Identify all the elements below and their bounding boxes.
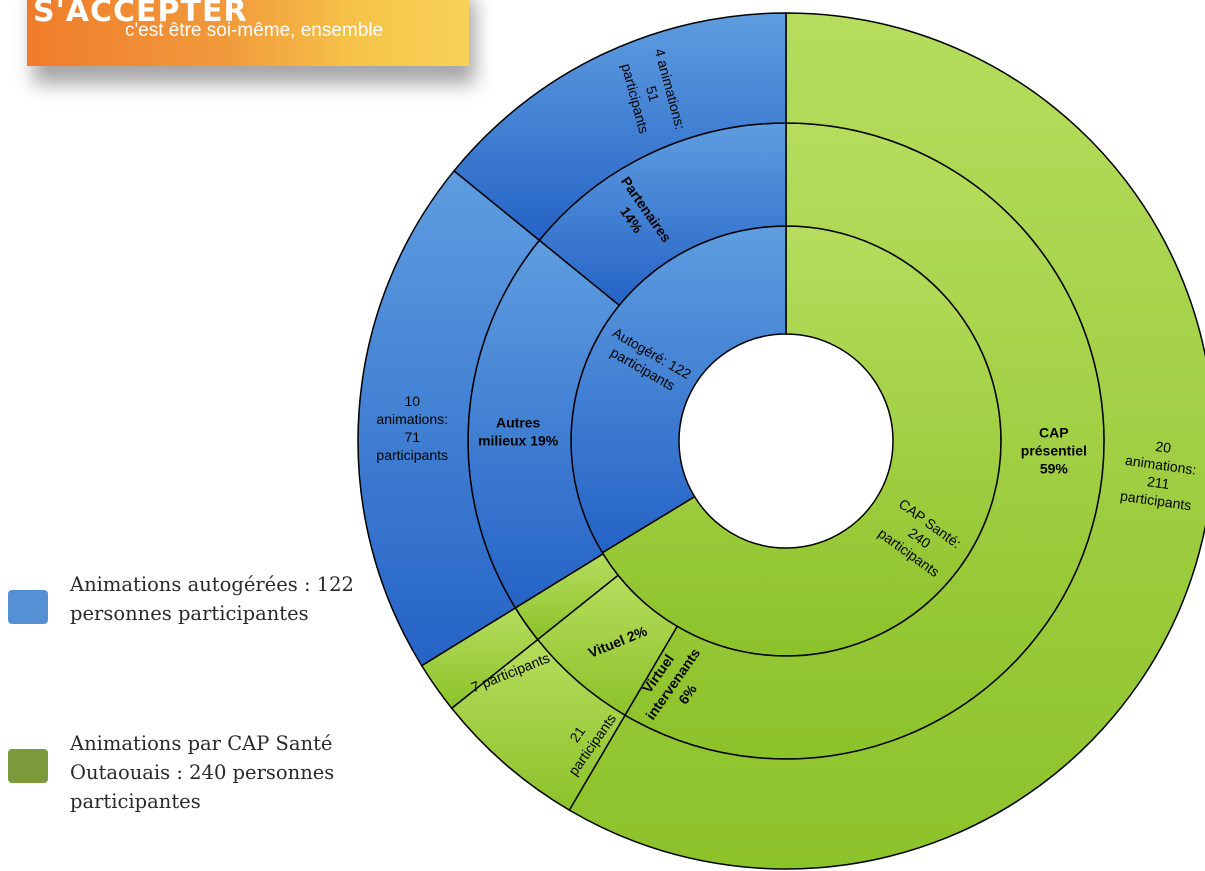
- sunburst-outer-segment-0: [568, 12, 1205, 870]
- legend-swatch-blue: [8, 590, 48, 624]
- sunburst-middle-label-0-line-1: présentiel: [1021, 442, 1087, 458]
- sunburst-outer-label-4-line-1: 51: [643, 84, 663, 103]
- legend-text-autogerees: Animations autogérées : 122 personnes pa…: [70, 573, 354, 625]
- sunburst-middle-label-0-line-2: 59%: [1040, 460, 1069, 476]
- sunburst-outer-label-3-line-1: animations:: [376, 411, 448, 427]
- sunburst-outer-label-0-line-0: 20: [1155, 438, 1173, 456]
- sunburst-outer-label-3-line-2: 71: [404, 429, 420, 445]
- legend-text-cap-sante: Animations par CAP Santé Outaouais : 240…: [70, 732, 335, 813]
- sunburst-middle-label-3: Autres milieux 19%: [478, 415, 559, 449]
- banner-image: S'ACCEPTER c'est être soi-même, ensemble: [27, 0, 469, 66]
- banner-subtitle: c'est être soi-même, ensemble: [125, 20, 384, 41]
- sunburst-middle-label-0-line-0: CAP: [1039, 424, 1069, 440]
- legend-swatch-green: [8, 749, 48, 783]
- chart-slices: [357, 12, 1205, 870]
- sunburst-outer-label-3-line-0: 10: [404, 393, 420, 409]
- sunburst-middle-label-0: CAP présentiel 59%: [1021, 424, 1087, 476]
- sunburst-middle-label-3-line-0: Autres: [496, 415, 541, 431]
- sunburst-outer-label-0-line-2: 211: [1146, 473, 1171, 492]
- sunburst-middle-label-3-line-1: milieux 19%: [478, 433, 559, 449]
- sunburst-outer-label-3-line-3: participants: [376, 447, 448, 463]
- sunburst-outer-segment-4: [452, 12, 787, 242]
- sunburst-outer-label-3: 10 animations: 71 participants: [376, 393, 448, 463]
- banner-title: S'ACCEPTER: [33, 0, 248, 29]
